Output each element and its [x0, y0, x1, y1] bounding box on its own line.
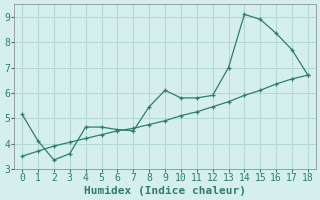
X-axis label: Humidex (Indice chaleur): Humidex (Indice chaleur) [84, 186, 246, 196]
